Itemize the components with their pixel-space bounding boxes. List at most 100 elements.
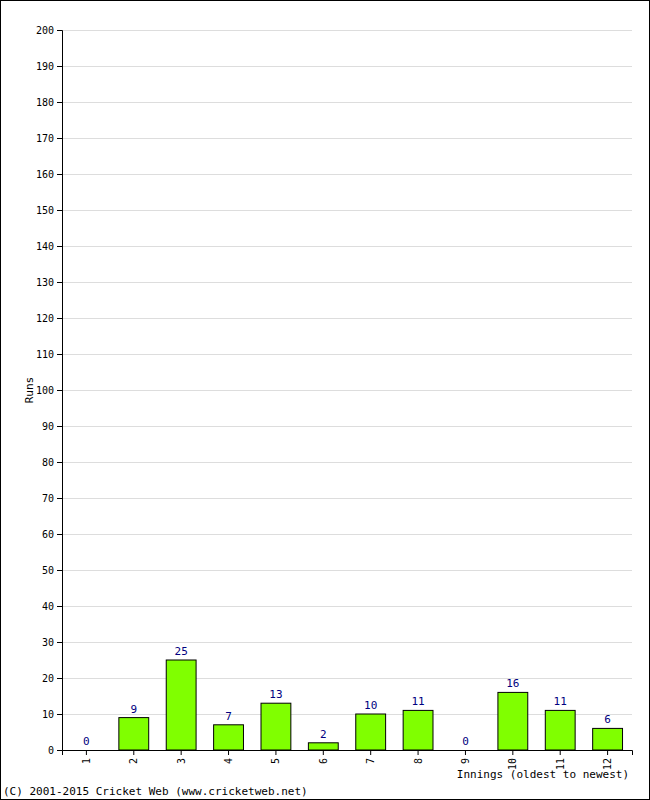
tick-label: 7 [365,758,376,764]
data-labels: 092571321011016116 [83,645,611,748]
tick: 5 [270,750,281,764]
grid-line [62,642,632,643]
axis-line [63,751,633,756]
data-label: 25 [175,645,188,658]
tick: 200 [36,25,62,36]
grid-line [62,570,632,571]
tick-label: 6 [318,758,329,764]
tick: 60 [42,529,62,540]
tick-mark [133,750,134,755]
data-label: 9 [130,703,137,716]
data-label: 2 [320,728,327,741]
x-axis-title: Innings (oldest to newest) [457,768,629,781]
tick: 1 [81,750,92,764]
data-label: 6 [604,713,611,726]
tick-mark [57,102,62,103]
tick-label: 9 [460,758,471,764]
tick-label: 170 [36,133,54,144]
tick: 6 [318,750,329,764]
tick-label: 8 [413,758,424,764]
bar [214,725,244,750]
grid-line [62,174,632,175]
grid-line [62,66,632,67]
tick: 4 [223,750,234,764]
tick-label: 160 [36,169,54,180]
tick-mark [57,534,62,535]
tick-mark [275,750,276,755]
tick-mark [370,750,371,755]
y-axis: 0102030405060708090100110120130140150160… [36,25,63,756]
tick-mark [607,750,608,755]
tick-label: 150 [36,205,54,216]
tick-label: 200 [36,25,54,36]
grid-line [62,102,632,103]
data-label: 11 [554,695,567,708]
tick-label: 130 [36,277,54,288]
grid-line [62,318,632,319]
grid-line [62,138,632,139]
tick-mark [57,210,62,211]
tick-mark [57,318,62,319]
tick-mark [86,750,87,755]
tick-mark [57,354,62,355]
bar [451,750,481,751]
tick: 190 [36,61,62,72]
grid-line [62,246,632,247]
tick-mark [465,750,466,755]
tick-mark [57,246,62,247]
tick-label: 80 [42,457,54,468]
bar [261,703,291,750]
tick: 9 [460,750,471,764]
bar [71,750,101,751]
tick: 120 [36,313,62,324]
tick: 110 [36,349,62,360]
tick: 70 [42,493,62,504]
tick: 90 [42,421,62,432]
tick-label: 3 [176,758,187,764]
tick: 50 [42,565,62,576]
tick-label: 140 [36,241,54,252]
grid-line [62,534,632,535]
data-label: 0 [83,735,90,748]
bar [166,660,196,750]
bar [593,728,623,750]
grid-line [62,498,632,499]
annotations: (C) 2001-2015 Cricket Web (www.cricketwe… [3,785,308,798]
data-label: 0 [462,735,469,748]
tick-label: 0 [48,745,54,756]
tick-mark [57,678,62,679]
tick-mark [228,750,229,755]
tick-label: 5 [270,758,281,764]
tick-label: 100 [36,385,54,396]
tick-mark [418,750,419,755]
y-axis-title: Runs [23,377,36,404]
tick-mark [57,426,62,427]
tick-mark [57,174,62,175]
data-label: 16 [506,677,519,690]
tick-label: 110 [36,349,54,360]
tick: 100 [36,385,62,396]
tick-label: 40 [42,601,54,612]
tick: 140 [36,241,62,252]
tick-mark [57,606,62,607]
tick-mark [57,390,62,391]
grid-line [62,462,632,463]
grid-line [62,390,632,391]
tick-label: 180 [36,97,54,108]
tick-mark [560,750,561,755]
tick: 7 [365,750,376,764]
tick-mark [57,138,62,139]
tick-mark [323,750,324,755]
data-label: 13 [269,688,282,701]
tick: 130 [36,277,62,288]
grid-line [62,426,632,427]
grid-line [62,282,632,283]
grid-line [62,606,632,607]
axis-line [57,31,63,751]
bar [308,743,338,750]
chart: 0925713210110161160102030405060708090100… [0,0,650,800]
tick-label: 70 [42,493,54,504]
tick-label: 30 [42,637,54,648]
tick-mark [181,750,182,755]
tick-label: 2 [128,758,139,764]
